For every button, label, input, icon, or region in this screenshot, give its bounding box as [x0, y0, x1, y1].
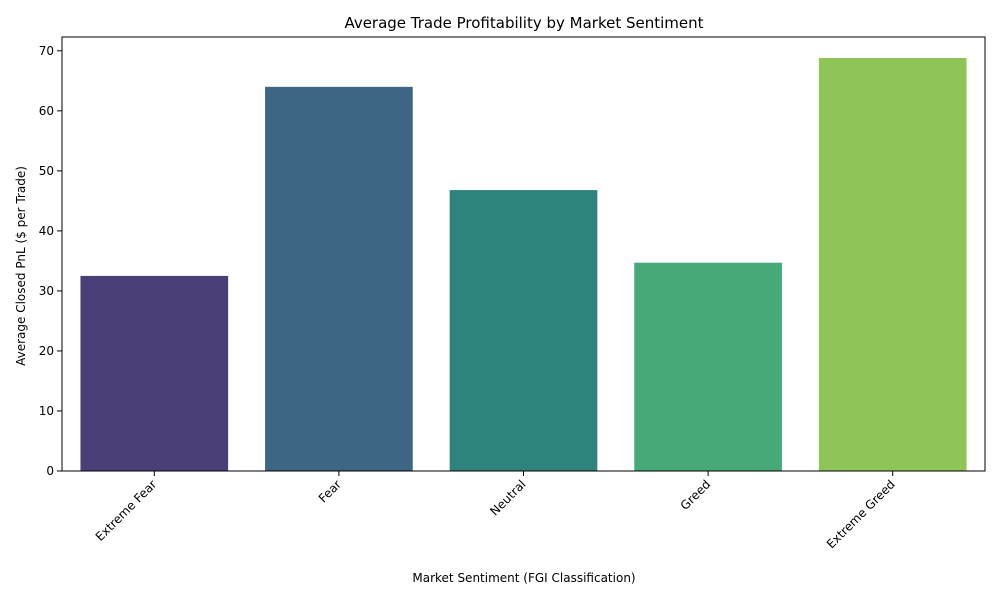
bar-extreme-greed [818, 58, 967, 472]
y-axis-title: Average Closed PnL ($ per Trade) [14, 166, 28, 366]
y-axis: 0 10 20 30 40 50 60 70 [39, 44, 62, 478]
y-tick-label: 70 [39, 44, 54, 58]
bar-greed [634, 262, 782, 471]
y-tick-label: 40 [39, 224, 54, 238]
y-tick-label: 0 [46, 464, 54, 478]
y-tick-label: 30 [39, 284, 54, 298]
bar-neutral [449, 190, 598, 471]
plot-area [61, 36, 986, 472]
x-tick-label: Neutral [487, 477, 528, 518]
x-axis-title: Market Sentiment (FGI Classification) [412, 571, 635, 585]
y-tick-label: 20 [39, 344, 54, 358]
y-tick-label: 10 [39, 404, 54, 418]
x-axis: Extreme Fear Fear Neutral Greed Extreme Gree… [93, 471, 898, 551]
x-tick-label: Extreme Greed [824, 477, 898, 551]
chart-title: Average Trade Profitability by Market Se… [344, 14, 703, 32]
y-tick-label: 50 [39, 164, 54, 178]
x-tick-label: Extreme Fear [93, 477, 160, 544]
x-tick-label: Greed [678, 477, 714, 513]
x-tick-label: Fear [316, 477, 344, 505]
y-tick-label: 60 [39, 104, 54, 118]
bar-extreme-fear [80, 275, 229, 471]
bar-fear [265, 86, 413, 471]
